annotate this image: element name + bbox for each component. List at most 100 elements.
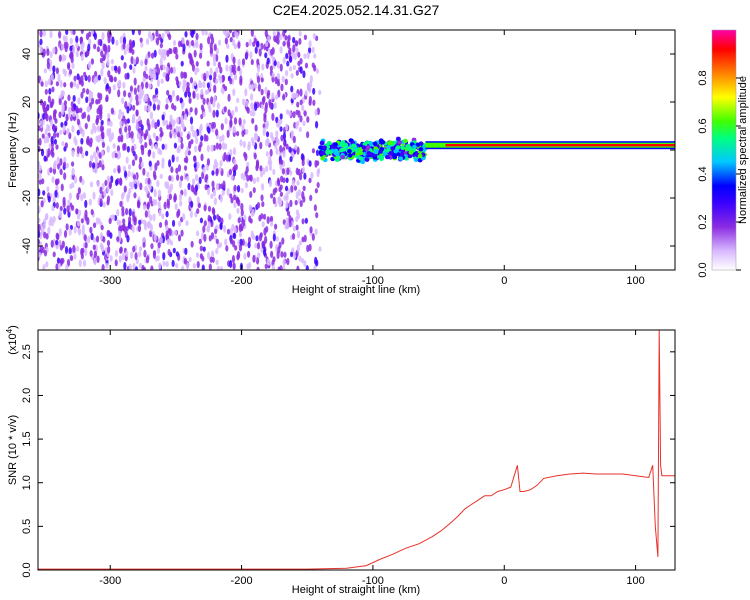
spectrogram-cell: [254, 124, 258, 132]
spectrogram-cell: [259, 233, 263, 242]
spectrogram-cell: [57, 262, 61, 269]
spectrogram-cell: [63, 100, 68, 106]
spectrogram-cell: [279, 46, 283, 54]
spectrogram-cell: [206, 126, 210, 133]
spectrogram-cell: [103, 43, 107, 51]
spectrogram-cell: [49, 30, 53, 39]
spectrogram-cell: [177, 220, 182, 227]
spectrogram-cell: [153, 188, 157, 198]
spectrogram-cell: [113, 167, 117, 174]
spectrogram-cell: [306, 51, 310, 60]
spectrogram-cell: [242, 219, 246, 227]
spectrogram-cell: [212, 57, 216, 63]
spectrogram-cell: [206, 144, 210, 153]
spectrogram-cell: [200, 88, 204, 96]
spectrogram-cell: [221, 141, 226, 150]
spectrogram-cell: [79, 107, 83, 113]
spectrogram-cell: [242, 98, 246, 106]
spectrogram-cell: [137, 30, 142, 36]
spectrogram-cell: [43, 100, 47, 107]
spectrogram-cell: [215, 183, 220, 191]
spectrogram-cell: [270, 250, 274, 258]
spectrogram-cell: [259, 165, 263, 172]
spectrogram-cell: [154, 87, 159, 95]
spectrogram-cell: [219, 159, 223, 167]
spectrogram-cell: [110, 58, 115, 65]
spectrogram-cell: [314, 188, 318, 194]
spectrogram-cell: [156, 104, 160, 111]
spectrogram-cell: [282, 56, 286, 64]
spectrogram-cell: [81, 112, 85, 120]
spectrogram-cell: [266, 216, 270, 224]
spectrogram-cell: [191, 178, 196, 186]
spectrogram-cell: [299, 200, 303, 208]
spectrogram-cell: [41, 246, 45, 254]
spectrogram-cell: [72, 45, 76, 54]
spectrogram-cell: [138, 262, 143, 269]
spectrogram-cell: [47, 226, 51, 235]
spectrogram-cell: [199, 245, 203, 252]
spectrogram-cell: [62, 124, 66, 133]
spectrogram-cell: [56, 156, 60, 165]
spectrogram-image: [38, 30, 675, 270]
spectrogram-cell: [322, 145, 327, 150]
spectrogram-cell: [76, 220, 81, 227]
snr-x-tick-label: 0: [501, 575, 507, 587]
spectrogram-cell: [296, 244, 300, 253]
spectrogram-cell: [232, 169, 237, 177]
spectrogram-cell: [85, 33, 90, 41]
spectrogram-cell: [290, 85, 294, 93]
spectrogram-cell: [209, 42, 213, 50]
spectrogram-cell: [255, 235, 259, 242]
spectrogram-cell: [94, 70, 98, 77]
spectrogram-cell: [189, 107, 193, 113]
spectrogram-cell: [143, 105, 148, 112]
spectrogram-cell: [300, 153, 304, 161]
spectrogram-cell: [210, 232, 215, 240]
spectrogram-cell: [215, 161, 219, 169]
spectrogram-cell: [281, 168, 286, 175]
spectrogram-cell: [192, 263, 196, 269]
spectrogram-cell: [311, 62, 315, 69]
spectrogram-cell: [38, 251, 42, 258]
spectrogram-cell: [90, 128, 94, 135]
spectrogram-cell: [56, 132, 60, 138]
spectrogram-cell: [247, 144, 251, 151]
spectrogram-cell: [195, 230, 200, 237]
spectrogram-cell: [119, 36, 123, 44]
spectrogram-cell: [316, 160, 320, 166]
spectrogram-cell: [276, 138, 280, 146]
spectrogram-cell: [280, 251, 284, 258]
spectrogram-cell: [195, 252, 200, 258]
spectrogram-cell: [92, 237, 97, 243]
spectrogram-cell: [47, 95, 52, 103]
spectrogram-cell: [385, 154, 390, 160]
spectrogram-cell: [306, 116, 310, 123]
spectrogram-cell: [165, 210, 169, 218]
spectrogram-cell: [161, 162, 165, 169]
spectrogram-cell: [310, 171, 314, 179]
spectrogram-cell: [190, 240, 194, 248]
spectrogram-cell: [194, 107, 198, 116]
spectrogram-cell: [277, 196, 281, 205]
spectrogram-cell: [81, 152, 85, 159]
spectrogram-cell: [260, 183, 265, 191]
spectrogram-cell: [94, 156, 99, 164]
spectrogram-cell: [203, 220, 207, 227]
spectrogram-cell: [228, 30, 233, 34]
spectrogram-cell: [124, 72, 128, 80]
spectrogram-cell: [38, 165, 42, 172]
spectrogram-cell: [143, 249, 147, 258]
spectrogram-cell: [298, 37, 302, 45]
spectrogram-cell: [219, 66, 223, 74]
spectrogram-cell: [71, 149, 75, 157]
spectrogram-cell: [197, 202, 202, 209]
spectrogram-cell: [264, 139, 269, 147]
spectrogram-cell: [285, 195, 289, 201]
spectrogram-cell: [72, 95, 76, 102]
spectrogram-cell: [172, 247, 176, 254]
spectrogram-cell: [339, 141, 345, 146]
spectrogram-cell: [43, 218, 47, 226]
spectrogram-cell: [229, 227, 233, 236]
spectrogram-cell: [277, 119, 281, 128]
